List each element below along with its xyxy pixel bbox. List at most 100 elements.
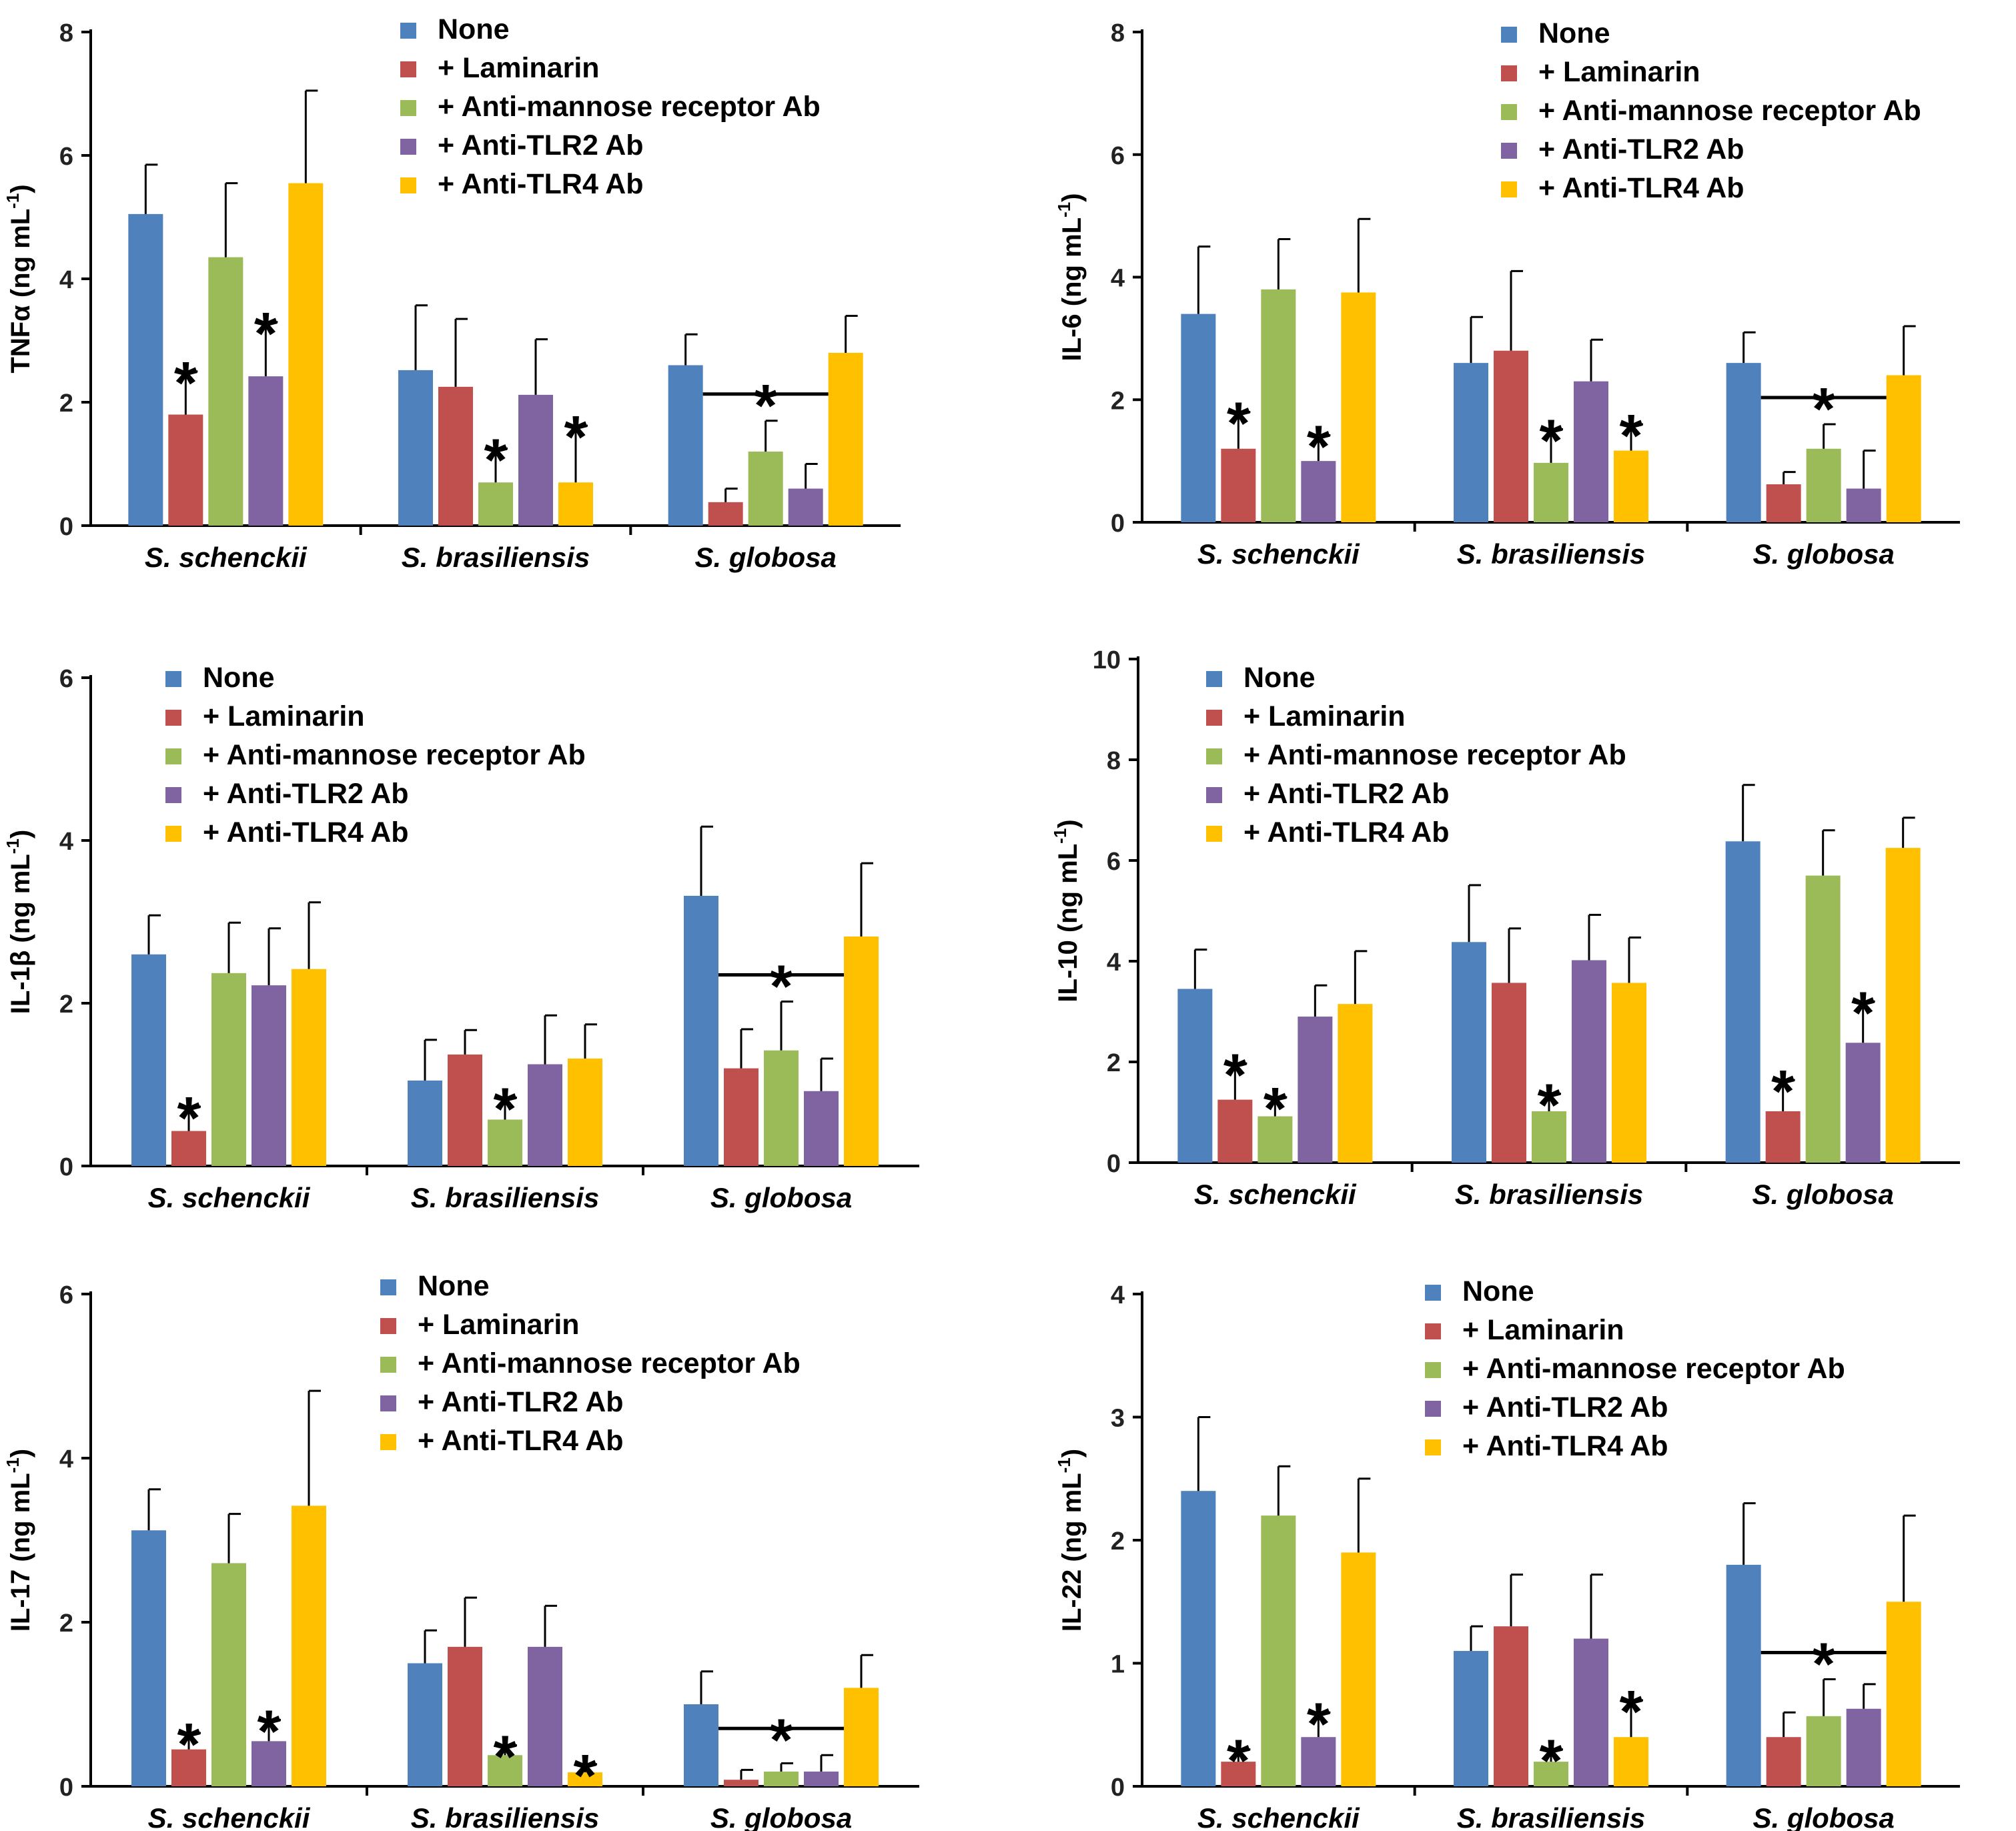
x-category-label: S. schenckii bbox=[148, 1802, 311, 1831]
bar bbox=[684, 1704, 718, 1786]
legend-label: None bbox=[1538, 17, 1610, 49]
y-axis-title: TNFα (ng mL-1) bbox=[3, 184, 35, 373]
legend-label: + Laminarin bbox=[203, 700, 365, 732]
bar bbox=[1612, 983, 1646, 1163]
legend-label: + Anti-mannose receptor Ab bbox=[1462, 1353, 1845, 1385]
legend-swatch bbox=[1501, 181, 1517, 197]
significance-star: * bbox=[769, 954, 793, 1021]
chart-panel-middle-left: 0 2 4 6 S. schenckii S. brasiliensis S. globos… bbox=[3, 662, 919, 1213]
y-axis-title: IL-1β (ng mL-1) bbox=[3, 830, 35, 1014]
x-category-label: S. schenckii bbox=[148, 1182, 311, 1213]
y-axis-title: IL-6 (ng mL-1) bbox=[1054, 193, 1087, 362]
bar bbox=[764, 1771, 799, 1786]
y-tick-label: 6 bbox=[59, 665, 73, 693]
x-category-label: S. schenckii bbox=[145, 542, 308, 573]
y-tick-label: 6 bbox=[59, 1281, 73, 1309]
bar bbox=[131, 954, 166, 1166]
bar bbox=[518, 394, 553, 526]
bar bbox=[804, 1771, 839, 1786]
y-axis-title-close: ) bbox=[1053, 819, 1083, 828]
bar bbox=[804, 1091, 839, 1166]
bar bbox=[724, 1780, 759, 1786]
y-tick-label: 4 bbox=[59, 1445, 73, 1473]
legend-label: + Anti-mannose receptor Ab bbox=[203, 739, 586, 771]
bar bbox=[1532, 1111, 1566, 1163]
legend-label: + Anti-TLR2 Ab bbox=[1462, 1391, 1668, 1423]
bar bbox=[1494, 350, 1528, 522]
y-tick-label: 8 bbox=[1107, 747, 1121, 775]
y-axis-title-close: ) bbox=[1057, 193, 1087, 202]
bar bbox=[248, 376, 284, 526]
bar bbox=[844, 1688, 879, 1786]
bar bbox=[1886, 1602, 1921, 1786]
y-axis-title-exponent: -1 bbox=[1054, 1457, 1074, 1473]
bar bbox=[1181, 314, 1216, 522]
bar bbox=[211, 1563, 246, 1786]
legend-label: + Anti-TLR4 Ab bbox=[1243, 816, 1450, 848]
y-tick-label: 0 bbox=[59, 1774, 73, 1802]
bar bbox=[128, 213, 163, 526]
legend-label: + Laminarin bbox=[1462, 1314, 1624, 1346]
y-tick-label: 0 bbox=[59, 1153, 73, 1181]
bar bbox=[1725, 841, 1760, 1163]
significance-star: * bbox=[493, 1077, 516, 1143]
bar bbox=[724, 1068, 759, 1166]
bar bbox=[1806, 1716, 1841, 1786]
legend-swatch bbox=[380, 1395, 396, 1411]
bar bbox=[558, 482, 593, 526]
y-tick-label: 0 bbox=[1111, 510, 1125, 538]
bar bbox=[1614, 1737, 1648, 1786]
bar bbox=[448, 1054, 482, 1166]
significance-star: * bbox=[1619, 403, 1642, 470]
legend-label: None bbox=[1243, 662, 1316, 694]
bar bbox=[1494, 1626, 1528, 1786]
legend-label: + Anti-mannose receptor Ab bbox=[438, 91, 821, 123]
y-tick-label: 2 bbox=[59, 991, 73, 1019]
x-category-label: S. schenckii bbox=[1197, 538, 1360, 570]
bar bbox=[1221, 1762, 1256, 1786]
y-tick-label: 2 bbox=[59, 1610, 73, 1638]
significance-star: * bbox=[257, 1698, 280, 1765]
legend-swatch bbox=[1425, 1439, 1441, 1455]
legend-label: + Anti-TLR2 Ab bbox=[1243, 778, 1450, 810]
bar bbox=[288, 183, 324, 526]
y-axis-title-exponent: -1 bbox=[3, 838, 23, 854]
legend-swatch bbox=[1501, 65, 1517, 81]
y-tick-label: 4 bbox=[1111, 1281, 1125, 1309]
significance-star: * bbox=[1264, 1076, 1287, 1143]
bar bbox=[1572, 960, 1606, 1163]
significance-star: * bbox=[1537, 1073, 1560, 1139]
legend-swatch bbox=[1425, 1362, 1441, 1378]
bar bbox=[398, 370, 433, 526]
bar bbox=[1574, 1638, 1608, 1786]
bar bbox=[251, 985, 286, 1166]
legend-swatch bbox=[1206, 710, 1222, 726]
legend-label: None bbox=[203, 662, 275, 694]
bar bbox=[438, 386, 473, 526]
chart-panel-bottom-right: 0 1 2 3 4 S. schenckii S. brasiliensis S. globo… bbox=[1054, 1275, 1960, 1831]
bar bbox=[764, 1050, 799, 1166]
legend-label: + Anti-TLR4 Ab bbox=[203, 816, 409, 848]
bar bbox=[1454, 363, 1488, 522]
legend-label: + Anti-TLR4 Ab bbox=[1538, 172, 1744, 204]
bar bbox=[131, 1530, 166, 1786]
significance-star: * bbox=[573, 1743, 596, 1810]
legend-swatch bbox=[165, 710, 181, 726]
bar bbox=[1534, 1762, 1568, 1786]
bar bbox=[1181, 1491, 1216, 1786]
bar bbox=[708, 502, 743, 526]
bar bbox=[1492, 983, 1526, 1163]
significance-star: * bbox=[1771, 1059, 1795, 1125]
legend-swatch bbox=[1501, 143, 1517, 159]
y-tick-label: 2 bbox=[1111, 387, 1125, 415]
x-category-label: S. globosa bbox=[1752, 538, 1894, 570]
legend-swatch bbox=[380, 1357, 396, 1373]
significance-star: * bbox=[1307, 1691, 1330, 1758]
bar bbox=[1301, 461, 1336, 522]
legend-swatch bbox=[1206, 787, 1222, 803]
legend-swatch bbox=[1206, 748, 1222, 764]
bar bbox=[292, 969, 326, 1166]
significance-star: * bbox=[564, 404, 587, 471]
legend-label: + Laminarin bbox=[1243, 700, 1406, 732]
y-tick-label: 3 bbox=[1111, 1405, 1125, 1433]
